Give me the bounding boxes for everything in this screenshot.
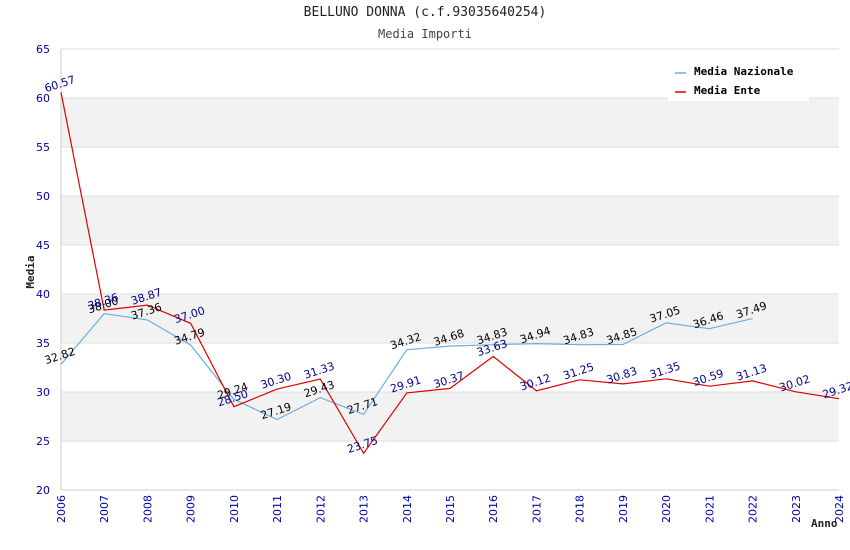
- series-line: [60, 312, 753, 421]
- data-label: 31.25: [562, 360, 596, 382]
- y-tick-labels: 20 25 30 35 40 45 50 55 60 65: [36, 43, 50, 497]
- legend: Media Nazionale Media Ente: [668, 60, 809, 101]
- legend-box: [668, 60, 809, 101]
- data-label: 31.35: [648, 359, 682, 381]
- x-tick-label: 2017: [530, 495, 543, 523]
- y-tick-label: 65: [36, 43, 50, 56]
- x-tick-label: 2016: [487, 495, 500, 523]
- plot-band: [61, 294, 839, 343]
- x-tick-label: 2014: [401, 495, 414, 523]
- y-tick-label: 40: [36, 288, 50, 301]
- x-tick-label: 2010: [228, 495, 241, 523]
- data-label: 30.30: [259, 370, 293, 392]
- x-tick-label: 2024: [833, 495, 846, 523]
- y-tick-label: 55: [36, 141, 50, 154]
- series-line: [60, 92, 840, 455]
- x-tick-labels: 2006 2007 2008 2009 2010 2011 2012 2013 2014 2015…: [55, 495, 846, 523]
- y-tick-label: 50: [36, 190, 50, 203]
- y-tick-label: 45: [36, 239, 50, 252]
- x-tick-label: 2013: [358, 495, 371, 523]
- data-label: 30.37: [432, 369, 466, 391]
- data-label: 60.57: [43, 73, 77, 95]
- plot-band: [61, 196, 839, 245]
- y-tick-label: 60: [36, 92, 50, 105]
- series-lines: [60, 92, 840, 455]
- axes: [60, 49, 839, 491]
- chart-title: BELLUNO DONNA (c.f.93035640254): [303, 5, 547, 20]
- gridlines: [61, 48, 839, 491]
- y-tick-label: 20: [36, 484, 50, 497]
- x-tick-label: 2022: [747, 495, 760, 523]
- x-tick-label: 2023: [790, 495, 803, 523]
- legend-label: Media Nazionale: [694, 65, 794, 78]
- x-axis-title: Anno: [811, 517, 838, 530]
- x-tick-label: 2007: [98, 495, 111, 523]
- y-tick-label: 30: [36, 386, 50, 399]
- x-tick-label: 2011: [271, 495, 284, 523]
- plot-bands: [61, 98, 839, 441]
- x-tick-label: 2019: [617, 495, 630, 523]
- y-tick-label: 35: [36, 337, 50, 350]
- x-tick-label: 2018: [574, 495, 587, 523]
- data-label: 31.13: [734, 362, 768, 384]
- x-tick-label: 2006: [55, 495, 68, 523]
- x-tick-label: 2021: [703, 495, 716, 523]
- plot-band: [61, 98, 839, 147]
- plot-band: [61, 392, 839, 441]
- x-tick-label: 2020: [660, 495, 673, 523]
- x-tick-label: 2008: [141, 495, 154, 523]
- x-tick-label: 2015: [444, 495, 457, 523]
- legend-label: Media Ente: [694, 84, 761, 97]
- y-axis-title: Media: [24, 255, 37, 288]
- x-tick-label: 2009: [185, 495, 198, 523]
- chart-subtitle: Media Importi: [378, 27, 472, 41]
- y-tick-label: 25: [36, 435, 50, 448]
- x-tick-label: 2012: [314, 495, 327, 523]
